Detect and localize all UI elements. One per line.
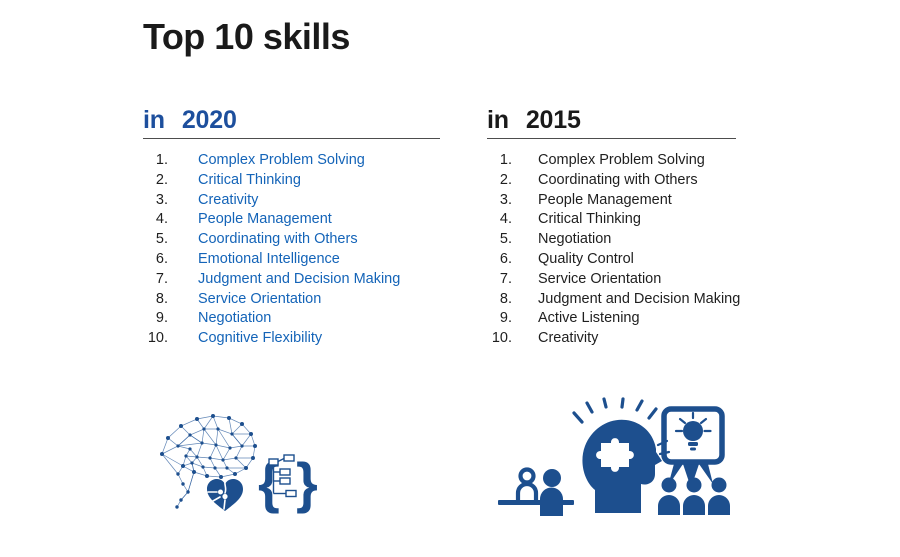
open-brace: { xyxy=(258,451,280,514)
negotiation-table-icon xyxy=(498,467,574,516)
skill-list-item: 8. Service Orientation xyxy=(143,290,443,310)
brain-network-nodes xyxy=(160,414,257,509)
close-brace: } xyxy=(296,451,318,514)
skill-label: Quality Control xyxy=(538,250,634,267)
skill-label: Service Orientation xyxy=(198,290,322,307)
skill-rank: 5. xyxy=(499,231,512,248)
skill-list-item: 10. Creativity xyxy=(487,329,787,349)
skill-rank: 7. xyxy=(155,270,168,287)
skill-label: Negotiation xyxy=(198,310,272,327)
column-heading-2020: in 2020 xyxy=(143,104,443,137)
skill-list-2015: 1. Complex Problem Solving 2. Coordinati… xyxy=(487,151,787,349)
skill-list-item: 5. Coordinating with Others xyxy=(143,230,443,250)
skill-label: People Management xyxy=(538,191,672,208)
skill-rank: 9. xyxy=(155,310,168,327)
skill-label: Judgment and Decision Making xyxy=(198,270,401,287)
skill-label: Emotional Intelligence xyxy=(198,250,340,267)
heading-underline xyxy=(143,138,440,139)
heading-year: 2015 xyxy=(525,106,581,134)
skill-list-item: 7. Judgment and Decision Making xyxy=(143,270,443,290)
skills-column-2015: in 2015 1. Complex Problem Solving 2. Coo… xyxy=(487,104,787,349)
skill-list-item: 2. Coordinating with Others xyxy=(487,171,787,191)
skill-label: Service Orientation xyxy=(538,270,662,287)
left-illustration: { } xyxy=(160,414,318,514)
skill-rank: 9. xyxy=(499,310,512,327)
skill-rank: 1. xyxy=(155,152,168,168)
skill-rank: 3. xyxy=(499,191,512,208)
skill-label: Judgment and Decision Making xyxy=(538,290,741,307)
skill-label: Active Listening xyxy=(538,310,640,327)
skill-rank: 3. xyxy=(155,191,168,208)
heading-prefix: in xyxy=(143,106,165,134)
skill-label: Complex Problem Solving xyxy=(538,152,705,168)
skill-label: Coordinating with Others xyxy=(538,171,698,188)
skill-list-item: 4. Critical Thinking xyxy=(487,210,787,230)
skill-list-item: 10. Cognitive Flexibility xyxy=(143,329,443,349)
skill-list-item: 4. People Management xyxy=(143,210,443,230)
skill-rank: 2. xyxy=(499,171,512,188)
skill-label: Creativity xyxy=(198,191,259,208)
skill-list-item: 2. Critical Thinking xyxy=(143,171,443,191)
skill-list-item: 7. Service Orientation xyxy=(487,270,787,290)
skill-list-item: 9. Active Listening xyxy=(487,309,787,329)
page-title: Top 10 skills xyxy=(143,16,350,57)
skill-rank: 4. xyxy=(499,211,512,228)
column-heading-2015: in 2015 xyxy=(487,104,787,137)
skill-list-item: 8. Judgment and Decision Making xyxy=(487,290,787,310)
idea-head-icon xyxy=(572,397,671,513)
skill-label: Critical Thinking xyxy=(198,171,301,188)
audience-icon xyxy=(658,477,730,515)
lightbulb-icon xyxy=(674,411,712,451)
skill-label: Critical Thinking xyxy=(538,211,641,228)
skill-label: Creativity xyxy=(538,330,599,347)
skill-rank: 8. xyxy=(499,290,512,307)
skills-column-2020: in 2020 1. Complex Problem Solving 2. Cri… xyxy=(143,104,443,349)
skill-rank: 2. xyxy=(155,171,168,188)
presentation-board-icon xyxy=(661,406,725,488)
skill-rank: 10. xyxy=(147,330,168,347)
skill-list-item: 1. Complex Problem Solving xyxy=(143,151,443,171)
heading-prefix: in xyxy=(487,106,509,134)
skill-rank: 4. xyxy=(155,211,168,228)
skill-rank: 6. xyxy=(155,250,168,267)
brain-network-icon xyxy=(160,414,257,509)
skill-rank: 8. xyxy=(155,290,168,307)
skill-rank: 7. xyxy=(499,270,512,287)
skill-list-item: 9. Negotiation xyxy=(143,309,443,329)
skill-list-item: 3. Creativity xyxy=(143,191,443,211)
skill-rank: 6. xyxy=(499,250,512,267)
heading-year: 2020 xyxy=(181,106,237,134)
skill-list-item: 3. People Management xyxy=(487,191,787,211)
braces-flowchart-icon: { } xyxy=(258,451,318,514)
skill-rank: 10. xyxy=(491,330,512,347)
skill-label: Coordinating with Others xyxy=(198,231,358,248)
skill-label: Complex Problem Solving xyxy=(198,152,365,168)
skill-rank: 5. xyxy=(155,231,168,248)
skill-list-2020: 1. Complex Problem Solving 2. Critical T… xyxy=(143,151,443,349)
heading-underline xyxy=(487,138,736,139)
skill-list-item: 6. Quality Control xyxy=(487,250,787,270)
skill-list-item: 1. Complex Problem Solving xyxy=(487,151,787,171)
skill-label: People Management xyxy=(198,211,332,228)
skill-label: Negotiation xyxy=(538,231,612,248)
puzzle-heart-icon xyxy=(207,479,243,511)
right-illustration xyxy=(498,397,730,516)
skill-list-item: 5. Negotiation xyxy=(487,230,787,250)
skill-rank: 1. xyxy=(499,152,512,168)
skill-list-item: 6. Emotional Intelligence xyxy=(143,250,443,270)
skill-label: Cognitive Flexibility xyxy=(198,330,323,347)
